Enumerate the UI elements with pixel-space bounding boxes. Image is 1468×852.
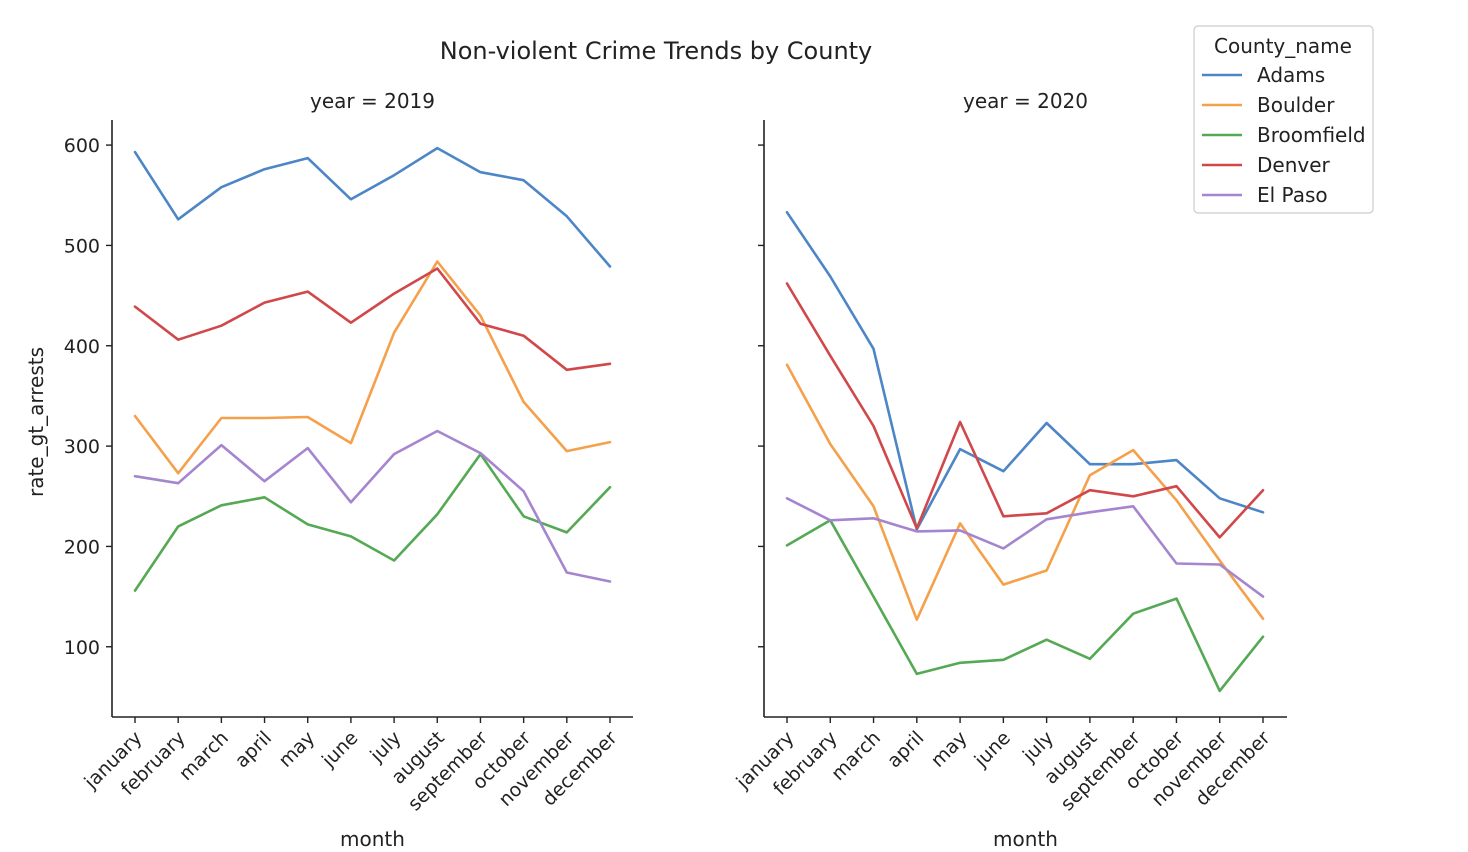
series-line-el-paso <box>785 496 1265 598</box>
legend-label-broomfield: Broomfield <box>1257 123 1366 147</box>
x-tick-label: may <box>927 727 972 772</box>
series-line-adams <box>133 146 612 268</box>
x-tick-label: june <box>317 727 362 772</box>
x-tick-label: march <box>827 727 885 785</box>
legend-label-denver: Denver <box>1257 153 1331 177</box>
legend-label-el-paso: El Paso <box>1257 183 1328 207</box>
y-axis-label: rate_gt_arrests <box>24 347 48 497</box>
x-tick-label: march <box>175 727 233 785</box>
series-line-adams <box>785 211 1265 531</box>
legend: County_name Adams Boulder Broomfield Denver E… <box>1193 25 1374 214</box>
y-tick-label: 100 <box>64 637 100 659</box>
legend-title: County_name <box>1214 34 1352 58</box>
series-line-broomfield <box>133 452 612 592</box>
panel-1: year = 2019100200300400500600januaryfebr… <box>64 89 633 851</box>
series-line-denver <box>133 267 612 372</box>
x-axis-label: month <box>340 827 405 851</box>
x-tick-label: may <box>274 727 319 772</box>
series-line-boulder <box>785 363 1265 622</box>
y-tick-label: 300 <box>64 436 100 458</box>
chart-panels: year = 2019100200300400500600januaryfebr… <box>64 89 1287 851</box>
y-tick-label: 500 <box>64 235 100 257</box>
panel-title: year = 2020 <box>963 89 1088 113</box>
legend-label-adams: Adams <box>1257 63 1325 87</box>
series-line-broomfield <box>785 518 1265 693</box>
x-axis-label: month <box>993 827 1058 851</box>
x-tick-label: april <box>231 727 276 772</box>
series-line-el-paso <box>133 429 612 583</box>
y-tick-label: 200 <box>64 536 100 558</box>
legend-label-boulder: Boulder <box>1257 93 1335 117</box>
series-line-boulder <box>133 260 612 475</box>
x-tick-label: april <box>883 727 928 772</box>
y-tick-label: 600 <box>64 135 100 157</box>
series-line-denver <box>785 282 1265 539</box>
panel-title: year = 2019 <box>310 89 435 113</box>
y-tick-label: 400 <box>64 336 100 358</box>
chart-title: Non-violent Crime Trends by County <box>440 37 873 65</box>
x-tick-label: june <box>970 727 1015 772</box>
